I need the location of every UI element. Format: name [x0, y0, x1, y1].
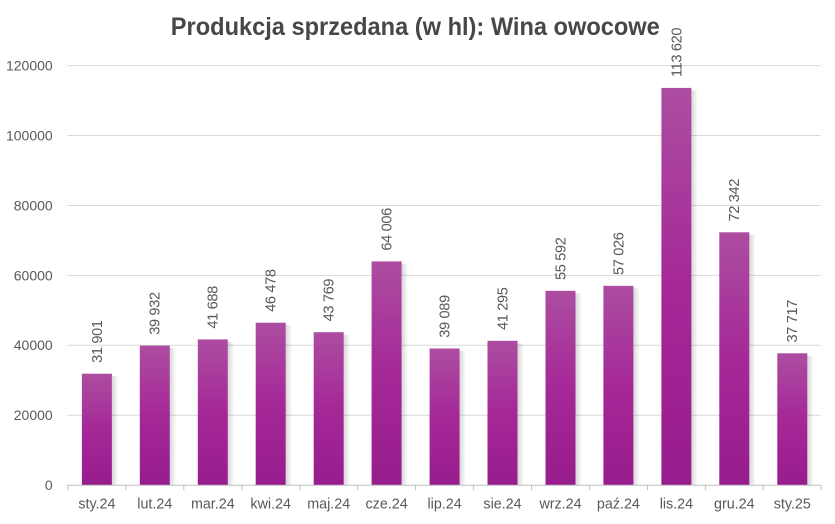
svg-text:sie.24: sie.24 [483, 497, 521, 513]
svg-text:mar.24: mar.24 [191, 497, 235, 513]
svg-text:120000: 120000 [6, 58, 53, 74]
svg-text:lut.24: lut.24 [137, 497, 172, 513]
svg-text:39 932: 39 932 [148, 292, 164, 335]
svg-text:60000: 60000 [14, 267, 53, 283]
svg-text:40000: 40000 [14, 337, 53, 353]
svg-text:paź.24: paź.24 [597, 497, 640, 513]
svg-text:lis.24: lis.24 [660, 497, 693, 513]
svg-text:Produkcja sprzedana (w hl): Wi: Produkcja sprzedana (w hl): Wina owocowe [171, 13, 660, 41]
svg-text:kwi.24: kwi.24 [250, 497, 291, 513]
svg-text:72 342: 72 342 [727, 179, 743, 222]
svg-text:100000: 100000 [6, 127, 53, 143]
svg-text:46 478: 46 478 [264, 269, 280, 312]
svg-text:55 592: 55 592 [553, 237, 569, 280]
svg-text:57 026: 57 026 [611, 232, 627, 275]
svg-text:37 717: 37 717 [785, 300, 801, 343]
svg-text:20000: 20000 [14, 407, 53, 423]
svg-text:64 006: 64 006 [380, 208, 396, 251]
svg-text:0: 0 [45, 477, 53, 493]
svg-text:41 688: 41 688 [206, 286, 222, 329]
svg-text:maj.24: maj.24 [307, 497, 350, 513]
svg-text:39 089: 39 089 [438, 295, 454, 338]
svg-text:gru.24: gru.24 [714, 497, 755, 513]
svg-text:sty.24: sty.24 [78, 497, 115, 513]
svg-text:31 901: 31 901 [90, 320, 106, 363]
svg-text:113 620: 113 620 [669, 28, 685, 77]
svg-text:cze.24: cze.24 [366, 497, 408, 513]
svg-text:80000: 80000 [14, 197, 53, 213]
svg-text:lip.24: lip.24 [428, 497, 462, 513]
svg-text:wrz.24: wrz.24 [538, 497, 581, 513]
svg-text:43 769: 43 769 [322, 279, 338, 322]
svg-text:sty.25: sty.25 [774, 497, 811, 513]
svg-text:41 295: 41 295 [495, 287, 511, 330]
